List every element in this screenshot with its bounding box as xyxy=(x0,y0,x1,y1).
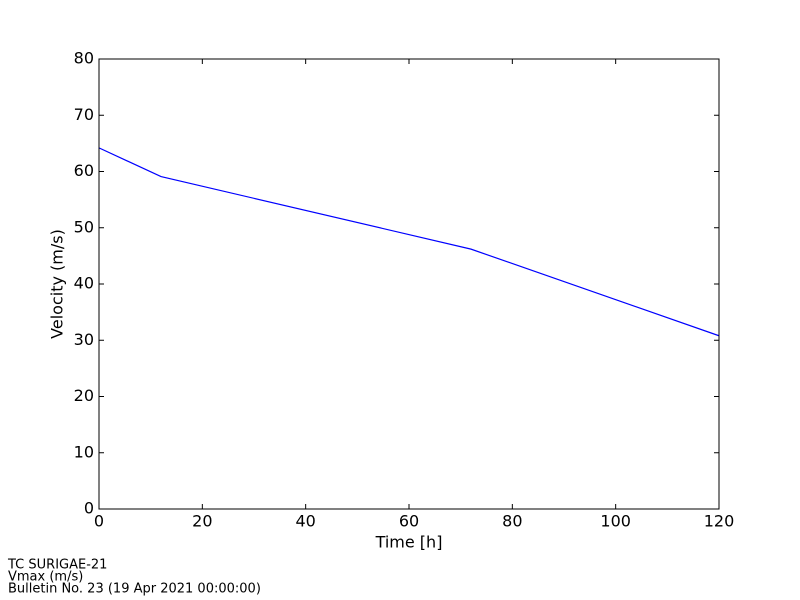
y-tick-label: 30 xyxy=(74,330,94,349)
x-tick-label: 60 xyxy=(399,512,419,531)
x-axis-label: Time [h] xyxy=(375,533,443,552)
y-tick-label: 50 xyxy=(74,217,94,236)
footer-line: Bulletin No. 23 (19 Apr 2021 00:00:00) xyxy=(8,582,261,597)
y-tick-label: 80 xyxy=(74,49,94,68)
x-tick-label: 120 xyxy=(704,512,735,531)
y-axis-label: Velocity (m/s) xyxy=(48,229,67,339)
data-line xyxy=(98,147,720,337)
footer-line: TC SURIGAE-21 xyxy=(7,558,107,573)
x-tick-label: 100 xyxy=(600,512,631,531)
footer-line: Vmax (m/s) xyxy=(8,570,83,585)
x-tick-label: 0 xyxy=(94,512,104,531)
y-tick-label: 40 xyxy=(74,274,94,293)
y-tick-label: 10 xyxy=(74,442,94,461)
y-tick-label: 60 xyxy=(74,161,94,180)
x-tick-label: 20 xyxy=(192,512,212,531)
y-tick-label: 0 xyxy=(84,499,94,518)
x-tick-label: 80 xyxy=(502,512,522,531)
y-tick-label: 70 xyxy=(74,105,94,124)
x-tick-label: 40 xyxy=(295,512,315,531)
y-tick-label: 20 xyxy=(74,386,94,405)
